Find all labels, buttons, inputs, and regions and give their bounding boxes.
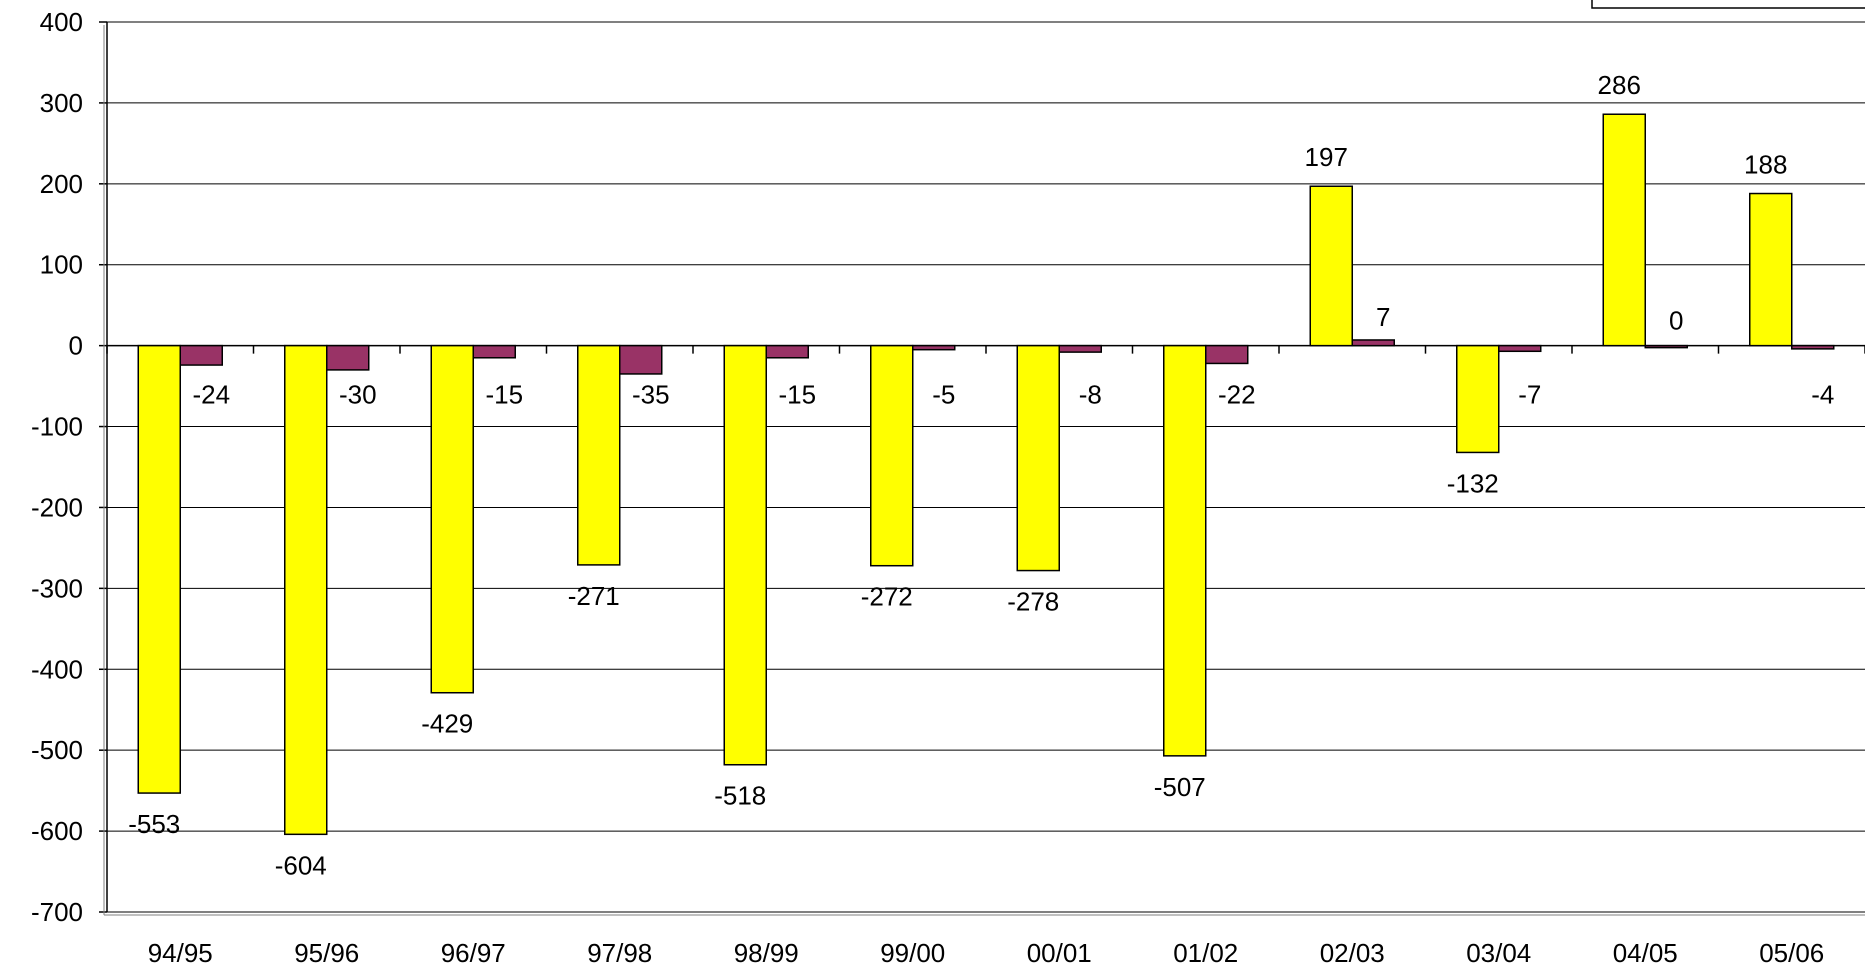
- data-label-series1: -553: [128, 809, 180, 839]
- data-label-series2: -7: [1518, 380, 1541, 410]
- y-tick-label: 200: [40, 169, 83, 199]
- x-category-label: 02/03: [1320, 938, 1385, 968]
- y-tick-label: -300: [31, 573, 83, 603]
- y-tick-label: 100: [40, 250, 83, 280]
- y-tick-label: -600: [31, 816, 83, 846]
- bar-series1-03-04: [1456, 344, 1500, 454]
- bar-series2-99-00: [912, 344, 956, 351]
- bars: [137, 113, 1835, 836]
- x-category-label: 96/97: [441, 938, 506, 968]
- bar-series2-97-98: [619, 344, 663, 375]
- legend: [1591, 0, 1865, 9]
- y-tick-label: 300: [40, 88, 83, 118]
- gridlines: [107, 21, 1865, 913]
- x-category-label: 00/01: [1027, 938, 1092, 968]
- bar-series1-02-03: [1309, 185, 1353, 347]
- x-category-label: 03/04: [1466, 938, 1531, 968]
- data-label-series2: -15: [778, 380, 816, 410]
- bar-series2-00-01: [1058, 344, 1102, 353]
- bar-series1-04-05: [1602, 113, 1646, 347]
- data-label-series1: -132: [1447, 468, 1499, 498]
- bar-series1-95-96: [284, 344, 328, 836]
- bar-series2-05-06: [1791, 344, 1835, 350]
- x-category-label: 99/00: [880, 938, 945, 968]
- x-category-label: 94/95: [148, 938, 213, 968]
- x-category-label: 97/98: [587, 938, 652, 968]
- data-label-series2: -30: [339, 380, 377, 410]
- x-category-label: 04/05: [1613, 938, 1678, 968]
- bar-series1-01-02: [1163, 344, 1207, 757]
- data-label-series2: -24: [192, 380, 230, 410]
- x-category-label: 95/96: [294, 938, 359, 968]
- data-label-series1: -604: [275, 850, 327, 880]
- bar-series2-02-03: [1351, 339, 1395, 347]
- data-label-series1: 188: [1744, 150, 1787, 180]
- bar-series1-99-00: [870, 344, 914, 567]
- y-tick-label: -200: [31, 492, 83, 522]
- data-label-series1: -518: [714, 781, 766, 811]
- axes: 4003002001000-100-200-300-400-500-600-70…: [31, 7, 1865, 968]
- bar-series2-96-97: [472, 344, 516, 359]
- data-label-series2: -5: [932, 380, 955, 410]
- bar-series1-97-98: [577, 344, 621, 566]
- data-label-series2: 7: [1376, 302, 1390, 332]
- data-label-series1: -278: [1007, 587, 1059, 617]
- data-label-series1: 286: [1598, 70, 1641, 100]
- data-label-series1: 197: [1305, 142, 1348, 172]
- x-category-label: 01/02: [1173, 938, 1238, 968]
- data-label-series2: -35: [632, 380, 670, 410]
- bar-series2-04-05: [1644, 344, 1688, 349]
- bar-series2-94-95: [179, 344, 223, 366]
- y-tick-label: -400: [31, 654, 83, 684]
- bar-series2-01-02: [1205, 344, 1249, 365]
- legend-box: [1591, 0, 1865, 9]
- data-label-series1: -429: [421, 709, 473, 739]
- y-tick-label: -100: [31, 412, 83, 442]
- bar-series1-98-99: [723, 344, 767, 766]
- bar-series1-00-01: [1016, 344, 1060, 572]
- data-label-series2: -22: [1218, 380, 1256, 410]
- bar-series1-94-95: [137, 344, 181, 794]
- data-label-series2: -15: [485, 380, 523, 410]
- bar-series1-96-97: [430, 344, 474, 694]
- data-label-series1: -507: [1154, 772, 1206, 802]
- y-tick-label: 400: [40, 7, 83, 37]
- data-label-series2: -4: [1811, 380, 1834, 410]
- y-tick-label: -700: [31, 897, 83, 927]
- data-label-series1: -271: [568, 581, 620, 611]
- y-tick-label: -500: [31, 735, 83, 765]
- x-category-label: 05/06: [1759, 938, 1824, 968]
- bar-series2-98-99: [765, 344, 809, 359]
- bar-series1-05-06: [1749, 192, 1793, 347]
- bar-series2-95-96: [326, 344, 370, 371]
- data-label-series1: -272: [861, 582, 913, 612]
- data-labels: -553 -24 -604 -30 -429 -15 -271 -35 -518 -15 -272 -…: [128, 70, 1834, 880]
- data-label-series2: 0: [1669, 306, 1683, 336]
- y-tick-label: 0: [69, 331, 83, 361]
- bar-series2-03-04: [1498, 344, 1542, 353]
- data-label-series2: -8: [1079, 380, 1102, 410]
- x-category-label: 98/99: [734, 938, 799, 968]
